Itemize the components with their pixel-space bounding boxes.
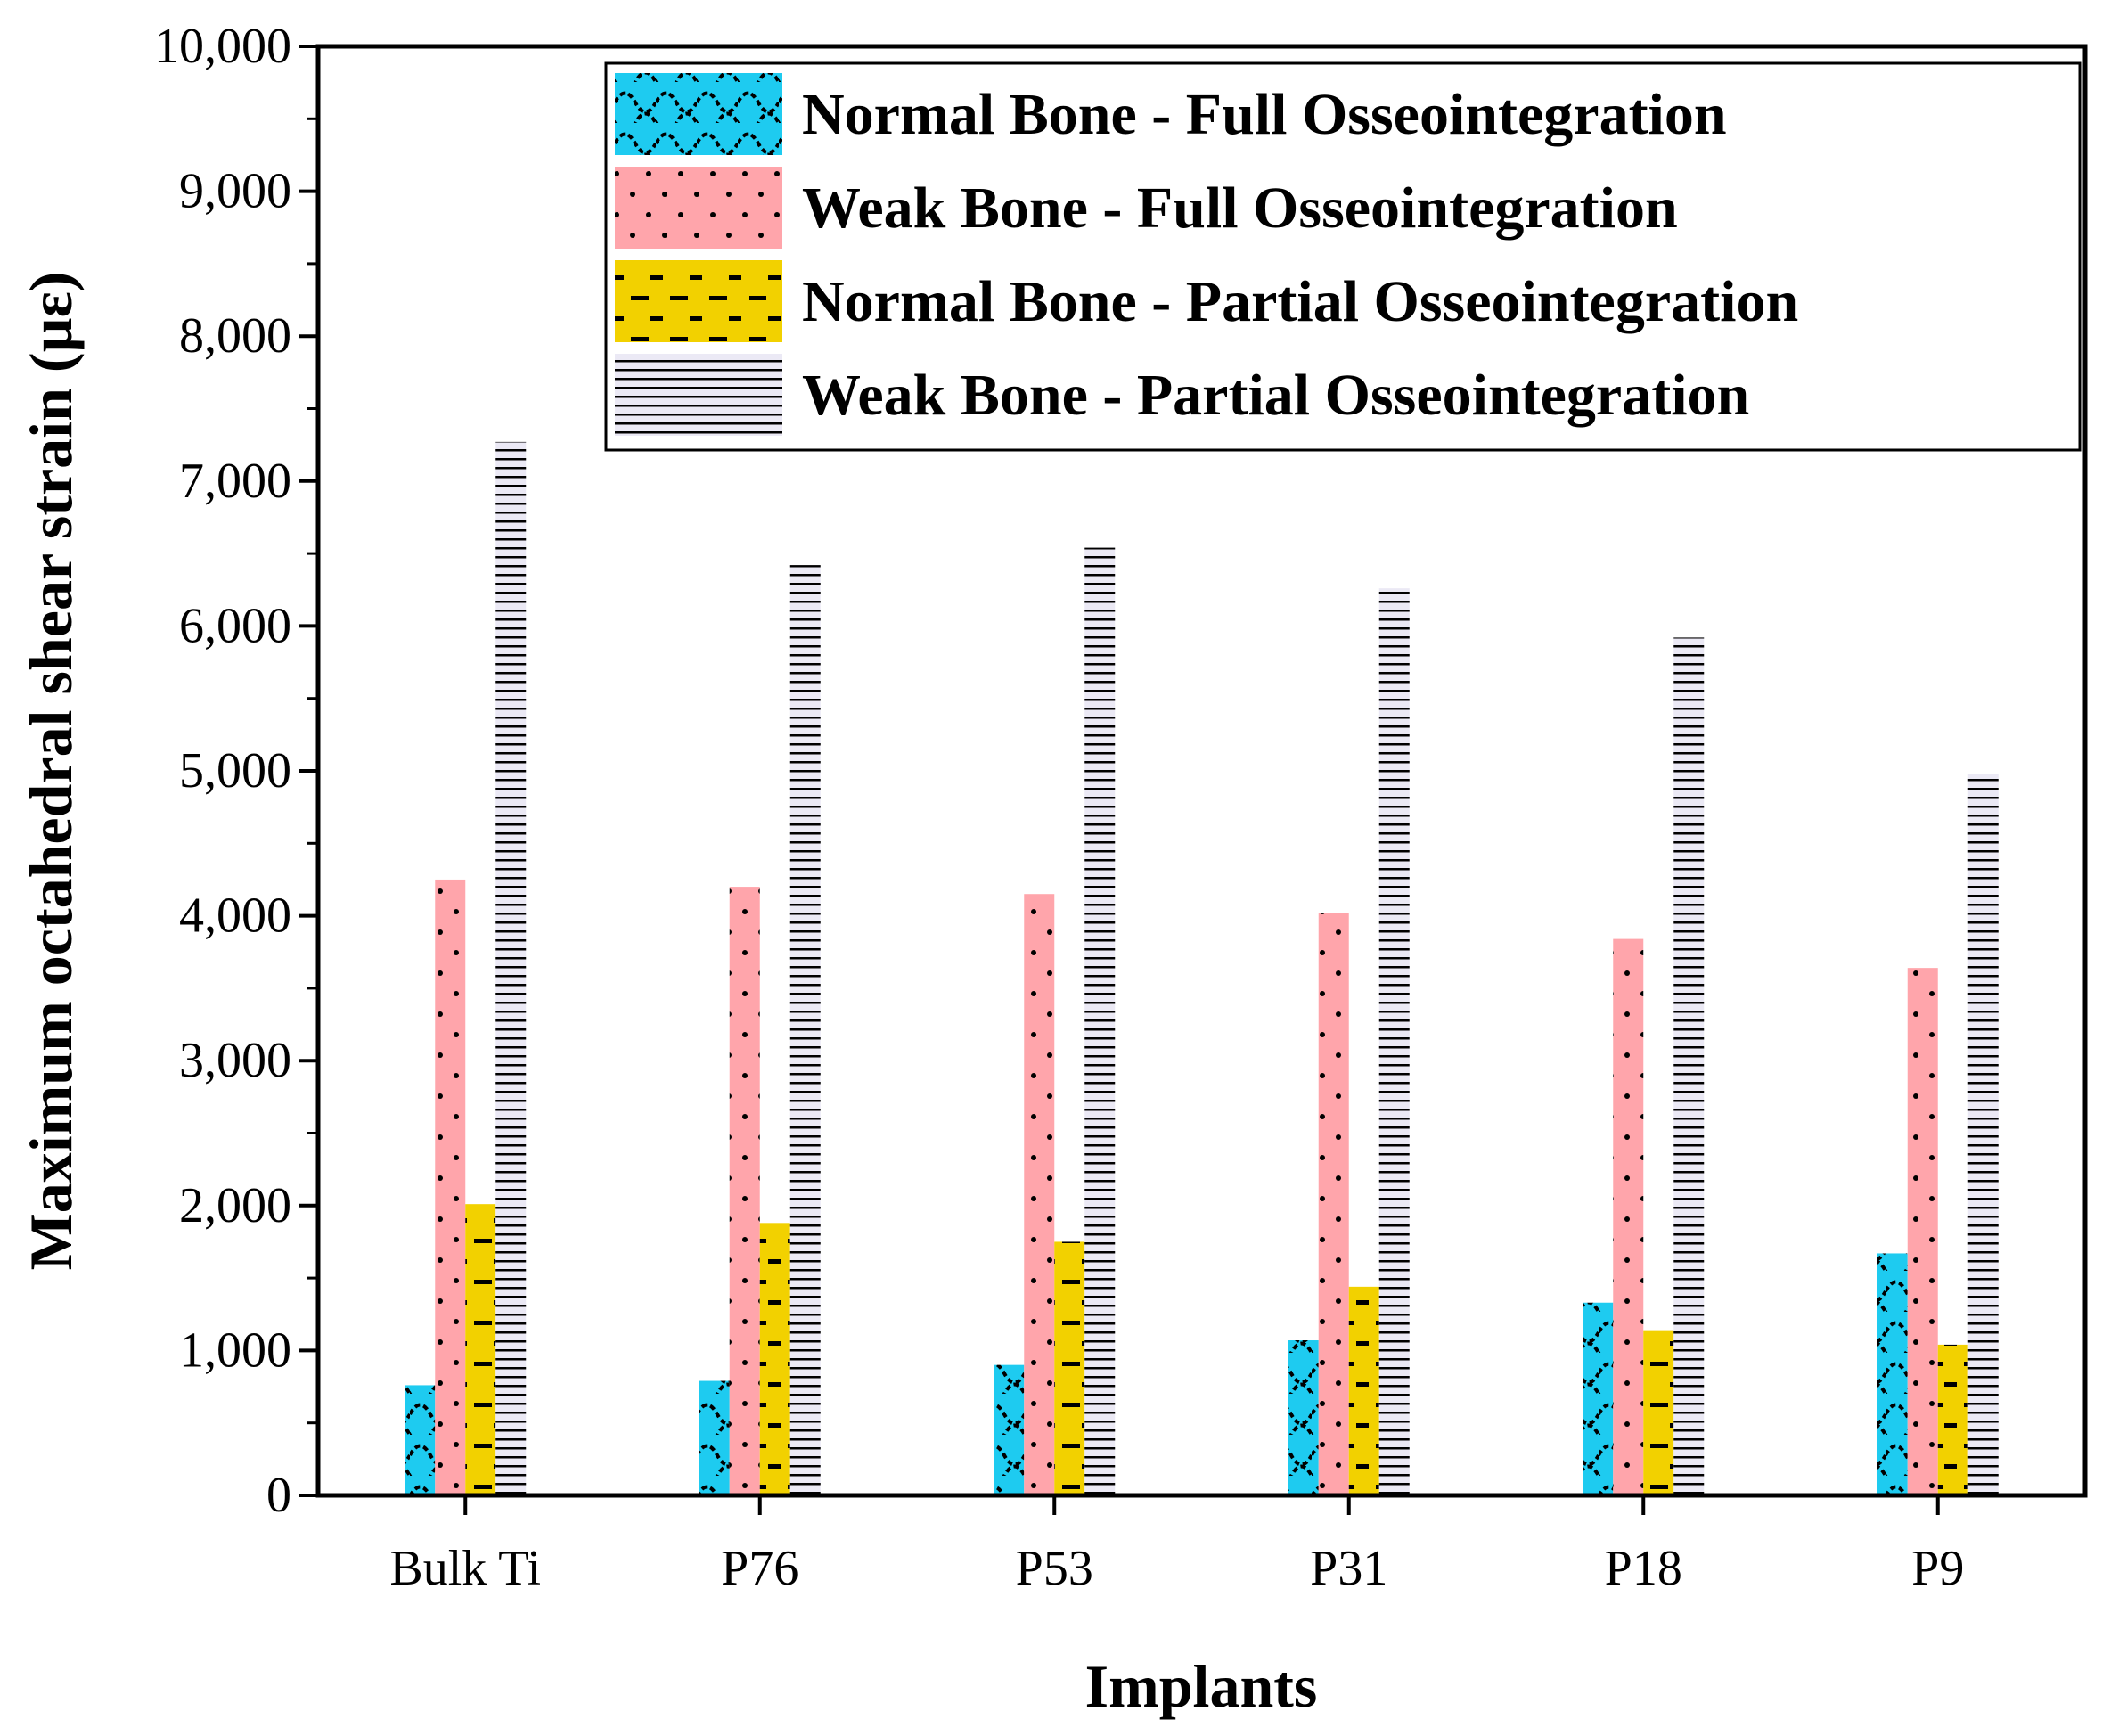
bar-p76-series-2 [729, 887, 760, 1495]
legend-swatch [615, 354, 782, 436]
legend-box [604, 61, 2082, 452]
x-axis-title: Implants [1085, 1652, 1318, 1720]
y-tick-label: 8,000 [179, 308, 291, 364]
bar-p9-series-1 [1877, 1253, 1908, 1495]
bar-p31-series-3 [1348, 1286, 1379, 1495]
x-axis: Bulk Ti P76 P53 P31 P18 P9 [389, 1495, 1964, 1596]
y-tick-label: 0 [266, 1468, 291, 1523]
bar-p53-series-2 [1024, 894, 1055, 1495]
legend: Normal Bone - Full Osseointegration Weak … [604, 61, 2082, 452]
x-tick-label: P53 [1016, 1541, 1093, 1596]
y-tick-label: 9,000 [179, 164, 291, 219]
y-axis: 0 1,000 2,000 3,000 4,000 5,000 6,000 7,000 8,00… [154, 19, 318, 1523]
legend-label: Normal Bone - Full Osseointegration [802, 82, 1727, 147]
bar-p31-series-1 [1288, 1340, 1319, 1495]
y-tick-label: 3,000 [179, 1033, 291, 1088]
bar-p31-series-2 [1318, 913, 1349, 1495]
bar-p18-series-2 [1613, 938, 1644, 1495]
bar-p9-series-3 [1937, 1344, 1968, 1495]
legend-swatch [615, 73, 782, 155]
y-tick-label: 7,000 [179, 454, 291, 509]
bar-p76-series-4 [789, 565, 821, 1496]
y-tick-label: 6,000 [179, 598, 291, 653]
y-tick-label: 1,000 [179, 1322, 291, 1378]
x-tick-label: Bulk Ti [389, 1541, 541, 1596]
bar-p53-series-1 [994, 1364, 1025, 1495]
y-tick-label: 2,000 [179, 1178, 291, 1233]
legend-swatch [615, 167, 782, 249]
y-tick-label: 5,000 [179, 743, 291, 798]
y-axis-title: Maximum octahedral shear strain (µε) [17, 272, 85, 1271]
bar-p76-series-1 [699, 1380, 730, 1495]
x-tick-label: P18 [1605, 1541, 1682, 1596]
bar-bulk-ti-series-1 [405, 1385, 436, 1495]
bar-p18-series-4 [1673, 637, 1705, 1495]
bar-bulk-ti-series-4 [495, 441, 527, 1496]
bar-p76-series-3 [759, 1223, 790, 1495]
legend-label: Normal Bone - Partial Osseointegration [802, 269, 1798, 334]
bar-bulk-ti-series-2 [435, 879, 466, 1495]
bar-p31-series-4 [1378, 588, 1410, 1495]
bar-p18-series-1 [1583, 1302, 1614, 1495]
bar-p53-series-3 [1054, 1241, 1085, 1495]
y-tick-label: 10,000 [154, 19, 291, 74]
bar-p18-series-3 [1643, 1330, 1674, 1495]
bars-layer [405, 441, 1999, 1496]
bar-p9-series-4 [1967, 774, 1999, 1495]
bar-bulk-ti-series-3 [465, 1204, 496, 1495]
x-tick-label: P76 [721, 1541, 798, 1596]
x-tick-label: P31 [1310, 1541, 1387, 1596]
y-tick-label: 4,000 [179, 888, 291, 944]
bar-p53-series-4 [1084, 547, 1116, 1496]
legend-label: Weak Bone - Partial Osseointegration [802, 363, 1749, 428]
x-tick-label: P9 [1911, 1541, 1964, 1596]
legend-swatch [615, 260, 782, 342]
bar-p9-series-2 [1907, 968, 1938, 1495]
legend-label: Weak Bone - Full Osseointegration [802, 176, 1678, 241]
